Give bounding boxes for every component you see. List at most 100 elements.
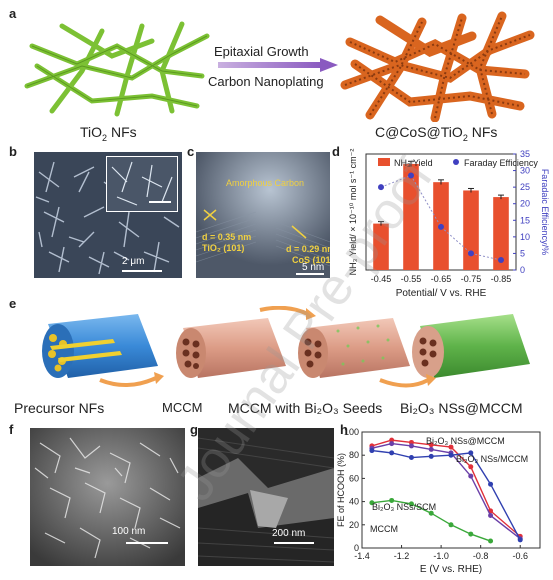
scale-bar-label-f: 100 nm xyxy=(112,526,146,537)
x-tick-label: -0.8 xyxy=(473,551,489,561)
caption-c-cos-tio2-nfs: C@CoS@TiO2 NFs xyxy=(375,124,497,143)
series-point xyxy=(408,443,414,449)
tio2-nanofiber-network xyxy=(24,21,210,117)
y2-tick-label: 20 xyxy=(520,199,530,209)
series-point xyxy=(408,439,414,445)
scale-bar-g xyxy=(274,542,314,544)
fe-point xyxy=(498,257,504,264)
legend-swatch-fe xyxy=(453,159,459,165)
series-line xyxy=(371,439,521,537)
series-point xyxy=(448,444,454,450)
series-line xyxy=(371,449,521,541)
mccm-schematic xyxy=(42,306,530,388)
chart-h-fe-hcooh: 0 20 40 60 80 100 -1.4 -1.2 -1.0 -0.8 -0.6 E (V vs.… xyxy=(336,427,541,575)
y2-tick-label: 15 xyxy=(520,215,530,225)
y-tick-label: 0 xyxy=(354,543,359,553)
scale-bar-label-b: 2 μm xyxy=(122,256,145,267)
arrow-right-icon xyxy=(218,58,338,72)
panel-label-h: h xyxy=(340,422,348,437)
caption-ccos-text: C@CoS@TiO xyxy=(375,124,463,140)
x-tick-label: -0.55 xyxy=(401,274,422,284)
x-axis-label: E (V vs. RHE) xyxy=(420,564,482,575)
caption-precursor-nfs: Precursor NFs xyxy=(14,400,105,416)
y2-tick-label: 35 xyxy=(520,149,530,159)
scale-bar-label-c: 5 nm xyxy=(302,262,325,273)
legend-swatch-nh3 xyxy=(378,158,390,166)
d-spacing-cos: d = 0.29 nm xyxy=(286,244,330,254)
series-point xyxy=(428,453,434,459)
bar-nh3-yield xyxy=(403,163,419,270)
y-tick-label: 40 xyxy=(349,497,359,507)
bar-nh3-yield xyxy=(493,197,509,270)
fe-line xyxy=(380,174,502,261)
series-point xyxy=(408,455,414,461)
panel-label-d: d xyxy=(332,144,340,159)
sem-image-f: 100 nm xyxy=(30,428,185,566)
panel-label-g: g xyxy=(190,422,198,437)
arrow-bottom-label: Carbon Nanoplating xyxy=(208,74,324,89)
amorphous-carbon-label: Amorphous Carbon xyxy=(226,178,305,188)
series-point xyxy=(448,522,454,528)
series-point xyxy=(488,538,494,544)
caption-ccos-sub: 2 xyxy=(462,132,468,143)
fe-point xyxy=(378,184,384,191)
sem-inset-b xyxy=(106,156,178,212)
series-point xyxy=(428,442,434,448)
series-point xyxy=(389,450,395,456)
caption-tio2-text: TiO xyxy=(80,124,103,140)
caption-bi2o3-nss-mccm: Bi₂O₃ NSs@MCCM xyxy=(400,400,523,416)
series-line xyxy=(371,442,521,540)
series-point xyxy=(448,452,454,458)
fe-point xyxy=(438,223,444,230)
tio2-phase: TiO₂ (101) xyxy=(202,243,245,253)
y-axis-label: NH₃ Yield/ × 10⁻¹⁰ mol s⁻¹ cm⁻² xyxy=(348,149,358,276)
inset-scale-bar-b xyxy=(149,201,171,203)
y-tick-label: 80 xyxy=(349,450,359,460)
x-tick-label: -0.45 xyxy=(371,274,392,284)
bar-nh3-yield xyxy=(373,223,389,270)
bar-nh3-yield xyxy=(463,190,479,270)
panel-label-f: f xyxy=(9,422,14,437)
legend-label-fe: Faraday Efficiency xyxy=(464,158,538,168)
scale-bar-c xyxy=(296,273,324,275)
series-point xyxy=(389,437,395,443)
series-point xyxy=(468,531,474,537)
series-point xyxy=(369,500,375,506)
series-point xyxy=(468,464,474,470)
series-point xyxy=(408,501,414,507)
series-label: Bi₂O₃ NSs/MCCM xyxy=(456,454,528,464)
series-point xyxy=(517,537,523,543)
x-tick-label: -1.0 xyxy=(433,551,449,561)
cos-phase: CoS (101) xyxy=(292,255,330,265)
series-label: MCCM xyxy=(370,524,398,534)
x-tick-label: -1.4 xyxy=(354,551,370,561)
plot-frame xyxy=(361,431,541,549)
series-point xyxy=(389,497,395,503)
y-axis-label: FE of HCOOH (%) xyxy=(336,453,346,527)
x-tick-label: -1.2 xyxy=(394,551,410,561)
caption-mccm: MCCM xyxy=(162,400,203,415)
y2-tick-label: 10 xyxy=(520,232,530,242)
series-point xyxy=(428,446,434,452)
series-point xyxy=(389,441,395,447)
c-cos-tio2-network xyxy=(340,11,535,122)
series-point xyxy=(488,481,494,487)
x-axis-label: Potential/ V vs. RHE xyxy=(396,288,487,299)
y2-tick-label: 0 xyxy=(520,265,525,275)
panel-label-a: a xyxy=(9,6,17,21)
series-point xyxy=(428,510,434,516)
y2-tick-label: 25 xyxy=(520,182,530,192)
fe-point xyxy=(408,172,414,179)
legend-label-nh3: NH₃ Yield xyxy=(394,158,433,168)
series-label: Bi₂O₃ NSs/SCM xyxy=(372,502,436,512)
caption-tio2-tail: NFs xyxy=(107,124,137,140)
caption-tio2-nfs: TiO2 NFs xyxy=(80,124,137,143)
x-tick-label: -0.75 xyxy=(461,274,482,284)
arrow-top-label: Epitaxial Growth xyxy=(214,44,309,59)
scale-bar-b xyxy=(122,270,162,272)
y2-axis-label: Faradaic Efficiency/% xyxy=(540,169,550,255)
scale-bar-f xyxy=(126,542,168,544)
series-label: Bi₂O₃ NSs@MCCM xyxy=(426,436,505,446)
x-tick-label: -0.85 xyxy=(491,274,512,284)
caption-ccos-tail: NFs xyxy=(467,124,498,140)
